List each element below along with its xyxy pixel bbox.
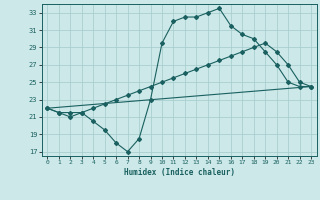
X-axis label: Humidex (Indice chaleur): Humidex (Indice chaleur) xyxy=(124,168,235,177)
